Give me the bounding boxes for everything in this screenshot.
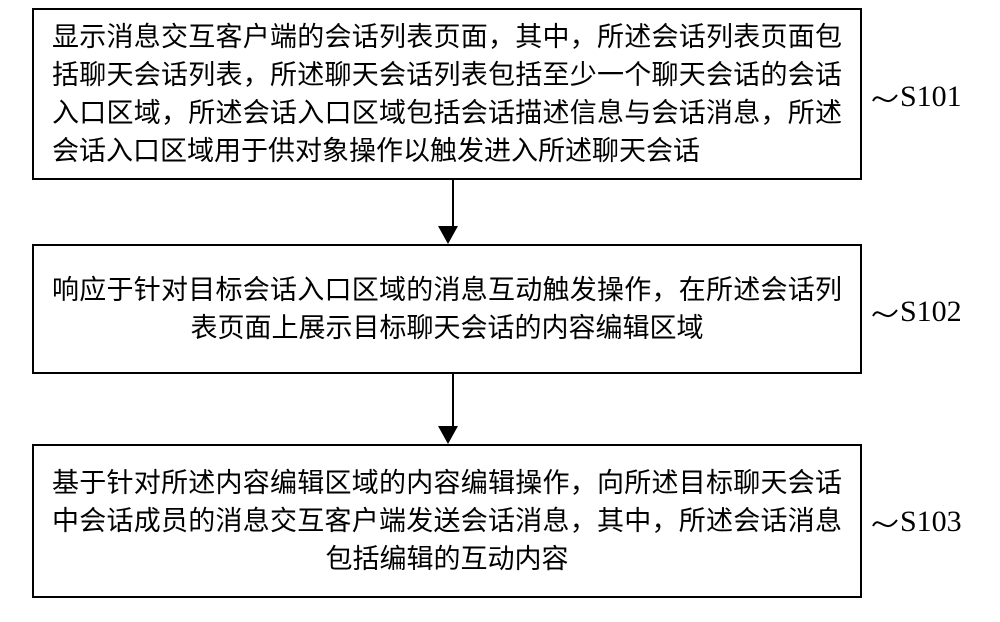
flow-step-label-S102: S102 [872, 293, 962, 329]
arrow-head-icon [438, 426, 458, 444]
flow-step-text: 响应于针对目标会话入口区域的消息互动触发操作，在所述会话列表页面上展示目标聊天会… [52, 271, 842, 347]
flow-arrow-S101-to-S102 [447, 180, 458, 244]
flow-step-S103: 基于针对所述内容编辑区域的内容编辑操作，向所述目标聊天会话中会话成员的消息交互客… [32, 444, 862, 598]
flowchart-canvas: 显示消息交互客户端的会话列表页面，其中，所述会话列表页面包括聊天会话列表，所述聊… [0, 0, 1000, 622]
arrow-head-icon [438, 226, 458, 244]
flow-step-text: 显示消息交互客户端的会话列表页面，其中，所述会话列表页面包括聊天会话列表，所述聊… [52, 18, 842, 170]
arrow-line [452, 180, 454, 226]
flow-arrow-S102-to-S103 [447, 374, 458, 444]
flow-step-S101: 显示消息交互客户端的会话列表页面，其中，所述会话列表页面包括聊天会话列表，所述聊… [32, 8, 862, 180]
connector-curve-icon [872, 298, 898, 326]
flow-step-label-S103: S103 [872, 503, 962, 539]
flow-step-label-text: S103 [900, 505, 962, 538]
flow-step-text: 基于针对所述内容编辑区域的内容编辑操作，向所述目标聊天会话中会话成员的消息交互客… [52, 464, 842, 578]
flow-step-S102: 响应于针对目标会话入口区域的消息互动触发操作，在所述会话列表页面上展示目标聊天会… [32, 244, 862, 374]
flow-step-label-S101: S101 [872, 78, 962, 114]
connector-curve-icon [872, 83, 898, 111]
flow-step-label-text: S102 [900, 295, 962, 328]
connector-curve-icon [872, 508, 898, 536]
flow-step-label-text: S101 [900, 80, 962, 113]
arrow-line [452, 374, 454, 426]
